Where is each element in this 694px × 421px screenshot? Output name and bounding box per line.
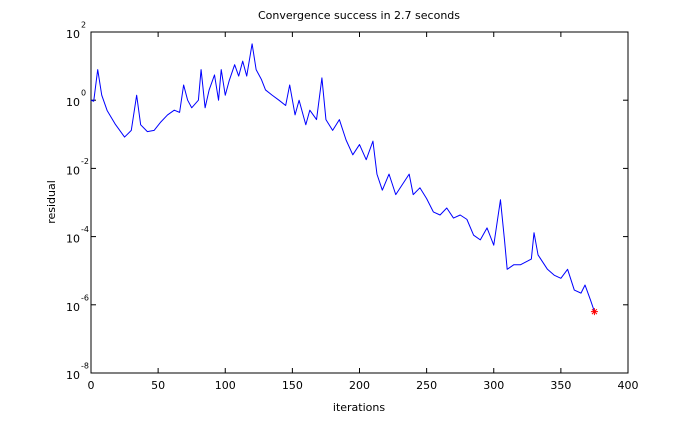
y-tick-exponent: 2	[81, 21, 86, 30]
y-tick-exponent: -2	[81, 157, 89, 166]
y-tick-label: 10	[66, 301, 80, 314]
y-tick-label: 10	[66, 28, 80, 41]
x-axis-label: iterations	[333, 401, 385, 414]
y-tick-exponent: -6	[81, 293, 89, 302]
y-tick-label: 10	[66, 96, 80, 109]
x-tick-label: 100	[215, 379, 236, 392]
x-tick-label: 300	[483, 379, 504, 392]
x-tick-label: 0	[88, 379, 95, 392]
x-tick-label: 200	[349, 379, 370, 392]
y-tick-exponent: -8	[81, 362, 89, 371]
y-tick-label: 10	[66, 164, 80, 177]
x-tick-label: 250	[416, 379, 437, 392]
y-tick-exponent: -4	[81, 225, 89, 234]
y-tick-label: 10	[66, 369, 80, 382]
y-tick-label: 10	[66, 233, 80, 246]
marker	[590, 308, 598, 316]
x-tick-label: 150	[282, 379, 303, 392]
chart-title: Convergence success in 2.7 seconds	[258, 9, 460, 22]
x-tick-label: 400	[618, 379, 639, 392]
x-tick-label: 50	[151, 379, 165, 392]
y-tick-exponent: 0	[81, 89, 86, 98]
y-axis-label: residual	[45, 180, 58, 224]
plot-area	[90, 31, 629, 374]
line	[90, 43, 595, 312]
x-tick-label: 350	[550, 379, 571, 392]
